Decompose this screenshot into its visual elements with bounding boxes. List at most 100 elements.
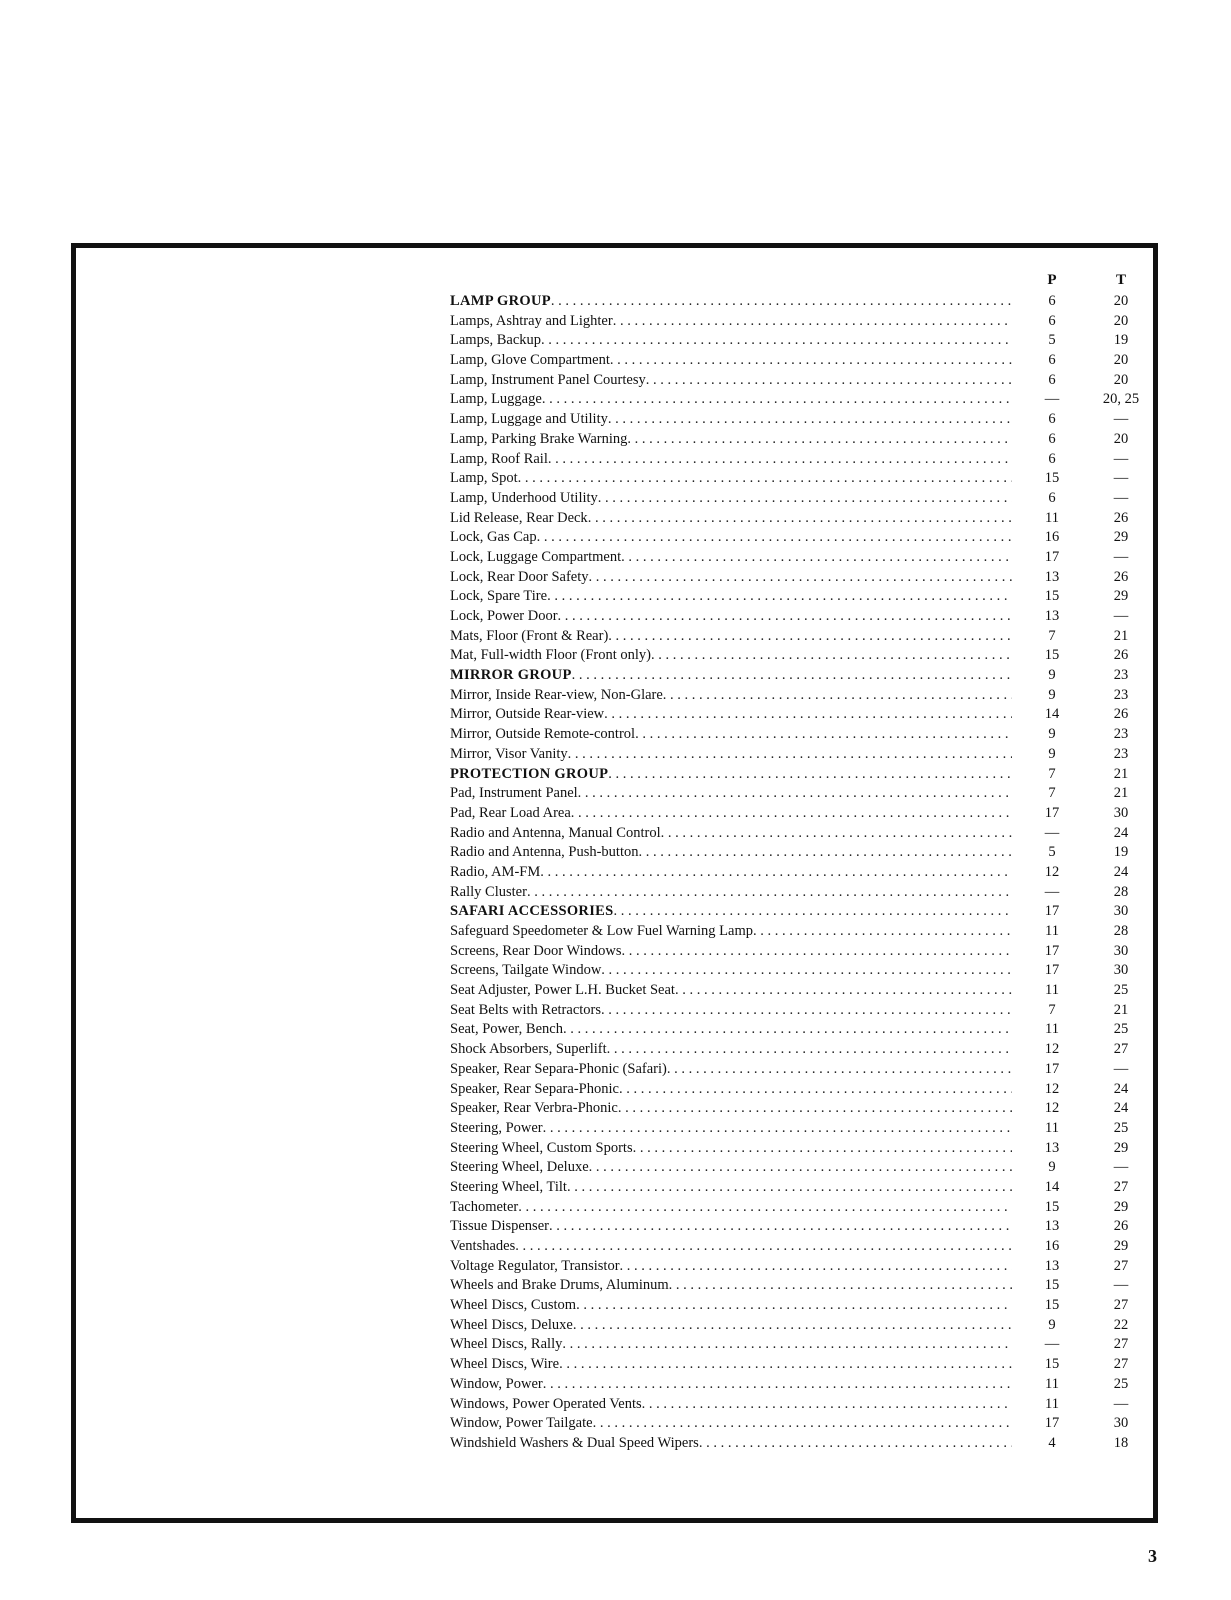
entry-name: Voltage Regulator, Transistor [450, 1257, 620, 1274]
index-row: Radio and Antenna, Manual Control — 24 [450, 824, 1150, 844]
entry-name: MIRROR GROUP [450, 667, 572, 684]
entry-p-page: — [1044, 1336, 1060, 1353]
index-row: Window, Power 11 25 [450, 1375, 1150, 1395]
index-row: Speaker, Rear Separa-Phonic 12 24 [450, 1080, 1150, 1100]
dot-leader [598, 489, 1012, 509]
entry-p-page: 12 [1044, 1080, 1060, 1097]
entry-t-page: 30 [1113, 804, 1129, 821]
dot-leader [669, 1276, 1012, 1296]
index-group-row: SAFARI ACCESSORIES 17 30 [450, 902, 1150, 922]
entry-p-page: 11 [1045, 1375, 1059, 1392]
entry-name-cell: Lock, Power Door [450, 607, 1012, 627]
entry-t-page: — [1113, 1395, 1129, 1412]
entry-p-page: 4 [1048, 1434, 1056, 1451]
index-entries: LAMP GROUP 6 20 Lamps, Ashtray and Lighter 6… [450, 292, 1150, 1454]
index-row: Rally Cluster — 28 [450, 883, 1150, 903]
entry-name-cell: Seat Adjuster, Power L.H. Bucket Seat [450, 981, 1012, 1001]
dot-leader [667, 1060, 1012, 1080]
dot-leader [576, 1296, 1012, 1316]
index-row: Safeguard Speedometer & Low Fuel Warning… [450, 922, 1150, 942]
dot-leader [568, 745, 1012, 765]
index-row: Voltage Regulator, Transistor 13 27 [450, 1257, 1150, 1277]
entry-name: Lamp, Glove Compartment [450, 352, 610, 369]
entry-name: Steering Wheel, Deluxe [450, 1159, 589, 1176]
entry-name-cell: Speaker, Rear Separa-Phonic (Safari) [450, 1060, 1012, 1080]
entry-name-cell: Shock Absorbers, Superlift [450, 1040, 1012, 1060]
entry-name-cell: Mirror, Outside Rear-view [450, 705, 1012, 725]
dot-leader [620, 1257, 1012, 1277]
entry-name: Pad, Rear Load Area [450, 804, 571, 821]
entry-p-page: 15 [1044, 588, 1060, 605]
entry-p-page: 7 [1048, 785, 1056, 802]
entry-name: Window, Power Tailgate [450, 1415, 593, 1432]
entry-t-page: — [1113, 1060, 1129, 1077]
dot-leader [627, 430, 1012, 450]
entry-t-page: 21 [1113, 765, 1129, 782]
dot-leader [633, 1139, 1012, 1159]
entry-name: Mirror, Outside Remote-control [450, 726, 636, 743]
entry-name-cell: Radio, AM-FM [450, 863, 1012, 883]
entry-t-page: — [1113, 470, 1129, 487]
entry-name: Wheel Discs, Wire [450, 1356, 560, 1373]
entry-name-cell: Wheel Discs, Wire [450, 1355, 1012, 1375]
entry-name-cell: Lamp, Instrument Panel Courtesy [450, 371, 1012, 391]
index-row: Ventshades 16 29 [450, 1237, 1150, 1257]
index-row: Lock, Gas Cap 16 29 [450, 528, 1150, 548]
entry-p-page: 13 [1044, 1218, 1060, 1235]
entry-name-cell: Radio and Antenna, Push-button [450, 843, 1012, 863]
index-group-row: LAMP GROUP 6 20 [450, 292, 1150, 312]
entry-name-cell: Lamp, Luggage and Utility [450, 410, 1012, 430]
entry-name-cell: Safeguard Speedometer & Low Fuel Warning… [450, 922, 1012, 942]
entry-name: Radio and Antenna, Manual Control [450, 824, 661, 841]
entry-name: Lamp, Instrument Panel Courtesy [450, 371, 646, 388]
entry-name-cell: Lock, Luggage Compartment [450, 548, 1012, 568]
index-row: Lamps, Backup 5 19 [450, 331, 1150, 351]
entry-t-page: 19 [1113, 332, 1129, 349]
entry-p-page: 15 [1044, 1297, 1060, 1314]
entry-name: Mats, Floor (Front & Rear) [450, 627, 609, 644]
dot-leader [635, 725, 1012, 745]
entry-name-cell: Rally Cluster [450, 883, 1012, 903]
entry-t-page: 23 [1113, 667, 1129, 684]
entry-name: Wheel Discs, Rally [450, 1336, 563, 1353]
entry-name-cell: PROTECTION GROUP [450, 765, 1012, 785]
index-row: Steering Wheel, Custom Sports 13 29 [450, 1139, 1150, 1159]
dot-leader [663, 686, 1012, 706]
index-row: Lamp, Parking Brake Warning 6 20 [450, 430, 1150, 450]
dot-leader [601, 1001, 1012, 1021]
entry-name: Lock, Gas Cap [450, 529, 537, 546]
entry-p-page: 5 [1048, 844, 1056, 861]
entry-name-cell: Steering Wheel, Deluxe [450, 1158, 1012, 1178]
index-row: Lamps, Ashtray and Lighter 6 20 [450, 312, 1150, 332]
entry-name-cell: Lamp, Glove Compartment [450, 351, 1012, 371]
entry-name: Seat Belts with Retractors [450, 1001, 602, 1018]
entry-t-page: 30 [1113, 1415, 1129, 1432]
dot-leader [518, 1198, 1012, 1218]
dot-leader [651, 646, 1012, 666]
index-row: Lock, Rear Door Safety 13 26 [450, 568, 1150, 588]
entry-name: Speaker, Rear Separa-Phonic (Safari) [450, 1060, 667, 1077]
entry-t-page: — [1113, 450, 1129, 467]
entry-t-page: 29 [1113, 529, 1129, 546]
entry-p-page: 6 [1048, 371, 1056, 388]
accessory-index: P T LAMP GROUP620Lamps, Ashtray and Ligh… [450, 272, 1150, 1454]
index-row: Lock, Power Door 13 — [450, 607, 1150, 627]
entry-t-page: 20 [1113, 293, 1129, 309]
index-row: Mirror, Outside Rear-view 14 26 [450, 705, 1150, 725]
entry-name-cell: Mat, Full-width Floor (Front only) [450, 646, 1012, 666]
index-row: Mirror, Outside Remote-control 9 23 [450, 725, 1150, 745]
dot-leader [527, 883, 1012, 903]
index-row: Window, Power Tailgate 17 30 [450, 1414, 1150, 1434]
index-row: Windows, Power Operated Vents 11 — [450, 1395, 1150, 1415]
entry-name: Wheel Discs, Custom [450, 1297, 577, 1314]
dot-leader [593, 1414, 1012, 1434]
entry-p-page: 6 [1048, 352, 1056, 369]
entry-t-page: 24 [1113, 824, 1129, 841]
index-group-row: PROTECTION GROUP 7 21 [450, 765, 1150, 785]
dot-leader [563, 1020, 1012, 1040]
entry-p-page: 15 [1044, 470, 1060, 487]
entry-t-page: 20 [1113, 352, 1129, 369]
entry-name: PROTECTION GROUP [450, 765, 609, 782]
entry-t-page: 27 [1113, 1041, 1129, 1058]
entry-name-cell: Mats, Floor (Front & Rear) [450, 627, 1012, 647]
